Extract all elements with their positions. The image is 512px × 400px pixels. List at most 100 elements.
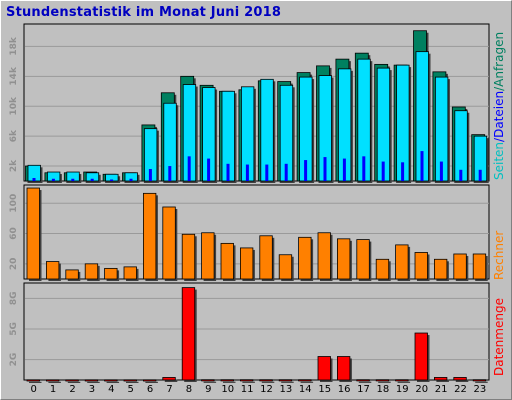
hour-label: 19 [396, 384, 409, 395]
datenmenge-bar [84, 379, 99, 382]
hour-label: 13 [280, 384, 293, 395]
rechner-bar [46, 261, 60, 280]
datenmenge-bar-shadow [87, 381, 100, 383]
rechner-bar [472, 253, 487, 280]
datenmenge-bar [26, 379, 40, 382]
rechner-bar [395, 244, 409, 280]
hour-label: 23 [474, 384, 487, 395]
legend-slash-1: / [492, 137, 506, 142]
datenmenge-bar-shadow [223, 381, 236, 383]
datenmenge-bar-shadow [126, 381, 139, 383]
hour-label: 3 [89, 384, 95, 395]
dateien-bar [342, 158, 346, 181]
dateien-bar [323, 157, 327, 181]
rechner-bar [84, 263, 99, 280]
rechner-bar [65, 269, 79, 280]
dateien-bar [265, 164, 269, 181]
hour-label: 2 [69, 384, 75, 395]
datenmenge-bar [278, 379, 293, 382]
dateien-bar [168, 166, 172, 181]
hour-label: 4 [108, 384, 114, 395]
datenmenge-bar-shadow [242, 381, 255, 383]
dateien-bar [439, 161, 443, 181]
hour-label: 0 [31, 384, 37, 395]
hour-label: 8 [186, 384, 192, 395]
legend-requests: Seiten/Dateien/Anfragen [492, 32, 506, 180]
y-tick-label: 18k [9, 36, 19, 56]
datenmenge-bar [65, 379, 79, 382]
datenmenge-bar [433, 377, 448, 381]
datenmenge-bar-shadow [378, 381, 391, 383]
datenmenge-bar [162, 377, 176, 381]
datenmenge-bar [46, 379, 60, 382]
dateien-bar [420, 151, 424, 181]
hour-label: 7 [166, 384, 172, 395]
hour-label: 21 [435, 384, 448, 395]
rechner-bar [26, 187, 40, 280]
hour-label: 15 [318, 384, 331, 395]
hour-label: 16 [338, 384, 351, 395]
rechner-bar [162, 206, 176, 280]
datenmenge-bar-shadow [261, 381, 275, 383]
dateien-bar [51, 178, 55, 181]
y-tick-label: 2G [9, 353, 19, 367]
datenmenge-bar [259, 379, 273, 382]
datenmenge-bar-shadow [436, 379, 449, 382]
y-tick-label: 14k [9, 66, 19, 86]
rechner-bar [433, 258, 448, 280]
datenmenge-bar-shadow [358, 381, 372, 383]
hour-label: 22 [454, 384, 467, 395]
datenmenge-bar [181, 287, 196, 381]
hour-label: 11 [241, 384, 254, 395]
hour-label: 1 [50, 384, 56, 395]
dateien-bar [478, 169, 482, 181]
datenmenge-bar [201, 379, 215, 382]
rechner-bar [356, 239, 370, 280]
dateien-bar [304, 160, 308, 181]
rechner-bar [278, 254, 293, 280]
rechner-bar [220, 242, 234, 280]
dateien-bar [148, 169, 152, 181]
datenmenge-bar-shadow [67, 381, 81, 383]
datenmenge-bar [414, 332, 428, 381]
hour-label: 9 [205, 384, 211, 395]
dateien-bar [401, 162, 405, 181]
rechner-bar [336, 238, 351, 280]
panel-hosts [23, 184, 490, 280]
legend-datenmenge: Datenmenge [492, 298, 506, 376]
legend-dateien: Dateien [492, 91, 506, 138]
legend-slash-2: / [492, 86, 506, 91]
y-tick-label: 20 [9, 258, 19, 271]
hour-label: 14 [299, 384, 312, 395]
datenmenge-bar-shadow [281, 381, 294, 383]
datenmenge-bar [472, 379, 487, 382]
y-tick-label: 2k [9, 159, 19, 172]
hour-label: 18 [377, 384, 390, 395]
datenmenge-bar [239, 379, 254, 382]
rechner-bar [239, 247, 254, 280]
dateien-bar [226, 163, 230, 181]
panel-requests [23, 23, 490, 182]
legend-anfragen: Anfragen [492, 32, 506, 87]
dateien-bar [110, 179, 114, 181]
y-tick-label: 6k [9, 129, 19, 142]
hour-label: 6 [147, 384, 153, 395]
dateien-bar [362, 156, 366, 181]
datenmenge-bar [317, 356, 331, 381]
rechner-bar [259, 235, 273, 280]
datenmenge-bar-shadow [145, 381, 158, 383]
legend-seiten: Seiten [492, 142, 506, 180]
dateien-bar [284, 163, 288, 181]
y-tick-label: 8G [9, 291, 19, 305]
datenmenge-bar [104, 379, 118, 382]
rechner-bar [298, 236, 312, 280]
hour-label: 10 [221, 384, 234, 395]
datenmenge-bar-shadow [203, 381, 217, 383]
dateien-bar [187, 156, 191, 181]
datenmenge-bar-shadow [164, 379, 178, 382]
panel-volume [23, 282, 490, 381]
datenmenge-bar-shadow [397, 381, 411, 383]
rechner-bar [317, 232, 331, 280]
legend-rechner: Rechner [492, 231, 506, 280]
